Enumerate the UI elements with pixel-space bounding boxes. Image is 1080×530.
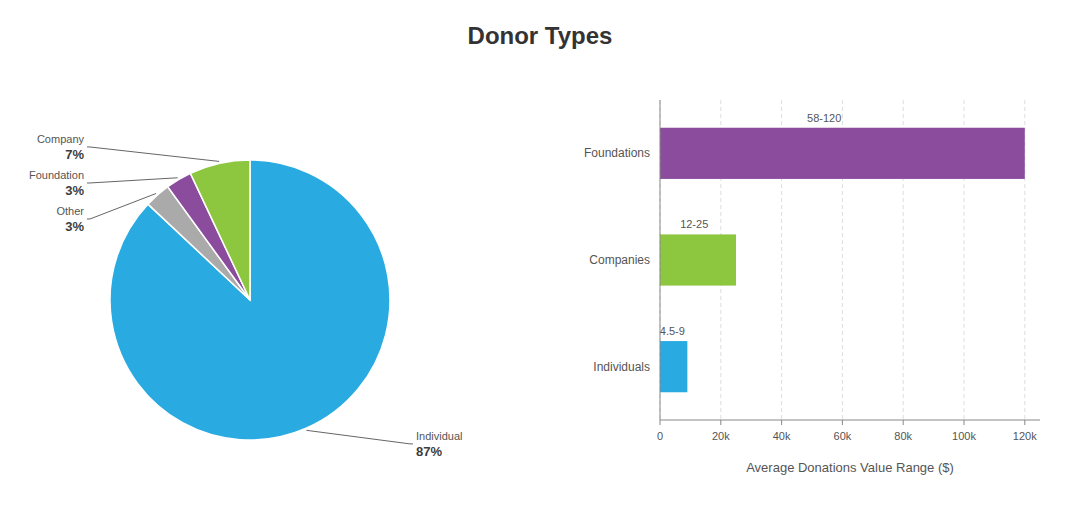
chart-canvas: Donor Types Individual 87% Other 3% Foundatio… [0,0,1080,530]
slice-label: Company [37,133,85,145]
data-label: 7% [65,147,84,162]
slice-label: Foundation [29,169,84,181]
tick-label: 20k [712,430,730,442]
leader-line [87,193,156,218]
tick-mark [903,420,904,425]
tick-mark [842,420,843,425]
category-label: Individuals [593,360,650,374]
annotation: 4.5-9 [660,325,685,337]
tick-label: 60k [834,430,852,442]
bar [660,128,1025,179]
data-label: 3% [65,219,84,234]
tick-label: 120k [1013,430,1037,442]
grid [660,100,1025,420]
tick-mark [660,420,661,425]
leader-line [306,430,413,444]
y-axis-line [660,100,661,420]
tick-label: 0 [657,430,663,442]
tick-label: 40k [773,430,791,442]
bars [660,128,1025,393]
slice-label: Individual [416,430,462,442]
pie-slice [110,160,390,440]
tick-mark [1024,420,1025,425]
title: Donor Types [468,22,613,49]
pie [110,160,390,440]
tick-mark [781,420,782,425]
annotation: 12-25 [680,218,708,230]
tick-mark [964,420,965,425]
leader-line [87,147,219,161]
pie-slice [190,160,250,300]
leader-line [87,178,178,183]
tick-mark [720,420,721,425]
tick-label: 80k [894,430,912,442]
annotation: 58-120 [807,112,841,124]
slice-label: Other [56,205,84,217]
data-label: 87% [416,444,442,459]
x-axis-line [660,420,1040,421]
grid-line [660,100,661,420]
tick-label: 100k [952,430,976,442]
bar [660,234,736,285]
category-label: Foundations [584,146,650,160]
x-axis-label: Average Donations Value Range ($) [746,460,954,475]
data-label: 3% [65,183,84,198]
category-label: Companies [589,253,650,267]
bar [660,341,687,392]
